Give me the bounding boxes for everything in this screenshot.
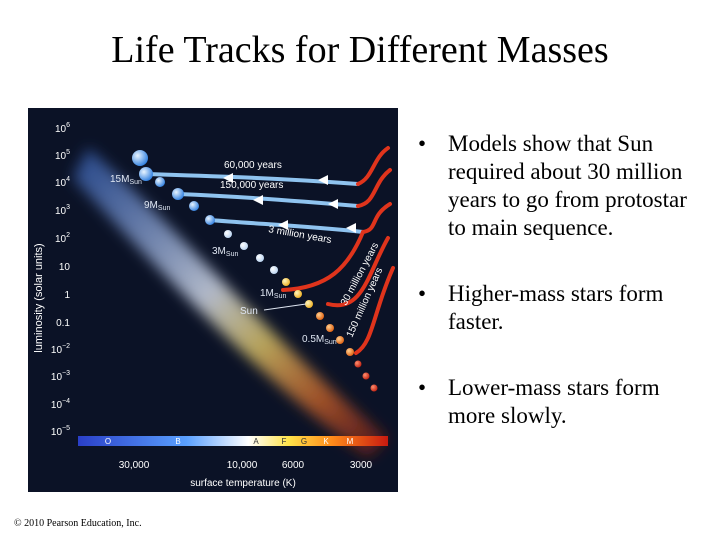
arrow-icon bbox=[318, 175, 328, 185]
star-icon bbox=[256, 254, 264, 262]
mass-label-15msun: 15MSun bbox=[110, 174, 142, 186]
y-tick-label: 1 bbox=[64, 290, 70, 301]
bullet-icon: • bbox=[418, 281, 427, 306]
red-track-1msun bbox=[326, 236, 390, 308]
bullet-text: Higher-mass stars form faster. bbox=[448, 281, 664, 334]
y-tick-label: 0.1 bbox=[56, 318, 70, 329]
bullet-text: Models show that Sun required about 30 m… bbox=[448, 131, 687, 240]
sun-label: Sun bbox=[240, 306, 258, 317]
star-icon bbox=[132, 150, 148, 166]
spectral-class-label: O bbox=[105, 437, 111, 446]
red-track-9msun bbox=[356, 168, 392, 208]
spectral-class-label: K bbox=[323, 437, 329, 446]
y-tick-label: 10−5 bbox=[51, 425, 70, 438]
bullet-icon: • bbox=[418, 375, 427, 400]
bullet-list: • Models show that Sun required about 30 … bbox=[418, 130, 708, 468]
copyright-notice: © 2010 Pearson Education, Inc. bbox=[14, 518, 142, 529]
star-icon bbox=[362, 372, 370, 380]
y-tick-label: 103 bbox=[55, 204, 70, 217]
y-tick-label: 10−3 bbox=[51, 370, 70, 383]
star-icon bbox=[316, 312, 324, 320]
arrow-icon bbox=[223, 173, 233, 183]
star-icon bbox=[224, 230, 232, 238]
red-track-3msun-top bbox=[361, 202, 392, 234]
y-tick-labels: 106 105 104 103 102 10 1 0.1 10−2 10−3 1… bbox=[51, 122, 71, 438]
red-track-3msun bbox=[281, 230, 365, 292]
mass-label-05msun: 0.5MSun bbox=[302, 334, 337, 346]
track-15msun bbox=[144, 172, 360, 186]
x-tick-labels: 30,000 10,000 6000 3000 bbox=[119, 460, 373, 471]
bullet-text: Lower-mass stars form more slowly. bbox=[448, 375, 660, 428]
y-tick-label: 10−4 bbox=[51, 398, 70, 411]
arrow-icon bbox=[278, 220, 288, 230]
track-label-60000-years: 60,000 years bbox=[224, 160, 282, 171]
red-track-05msun bbox=[354, 266, 395, 355]
y-tick-label: 102 bbox=[55, 232, 70, 245]
red-tracks bbox=[281, 146, 395, 355]
star-icon bbox=[370, 384, 378, 392]
star-icon bbox=[326, 324, 334, 332]
bullet-item: • Lower-mass stars form more slowly. bbox=[418, 374, 708, 430]
star-icon bbox=[172, 188, 184, 200]
x-tick-label: 10,000 bbox=[227, 460, 258, 471]
y-tick-label: 104 bbox=[55, 176, 70, 189]
arrow-icon bbox=[253, 195, 263, 205]
star-icon bbox=[346, 348, 354, 356]
spectral-class-labels: O B A F G K M bbox=[105, 437, 354, 446]
mass-label-9msun: 9MSun bbox=[144, 200, 170, 212]
star-icon bbox=[155, 177, 165, 187]
mass-label-1msun: 1MSun bbox=[260, 288, 286, 300]
bullet-item: • Higher-mass stars form faster. bbox=[418, 280, 708, 336]
sun-star-icon bbox=[305, 300, 313, 308]
arrow-icon bbox=[328, 199, 338, 209]
track-arrows bbox=[223, 173, 356, 233]
x-tick-label: 6000 bbox=[282, 460, 305, 471]
star-icon bbox=[189, 201, 199, 211]
star-icon bbox=[354, 360, 362, 368]
star-icon bbox=[240, 242, 248, 250]
spectral-class-label: F bbox=[282, 437, 287, 446]
spectral-class-bar bbox=[78, 436, 388, 446]
star-icon bbox=[336, 336, 344, 344]
y-tick-label: 106 bbox=[55, 122, 70, 135]
bullet-item: • Models show that Sun required about 30 … bbox=[418, 130, 708, 242]
x-tick-label: 3000 bbox=[350, 460, 373, 471]
star-icon bbox=[294, 290, 302, 298]
star-icon bbox=[139, 167, 153, 181]
star-icon bbox=[205, 215, 215, 225]
main-sequence-stars bbox=[132, 150, 378, 392]
spectral-class-label: B bbox=[175, 437, 180, 446]
track-label-150000-years: 150,000 years bbox=[220, 180, 283, 191]
spectral-class-label: M bbox=[347, 437, 354, 446]
y-axis-label: luminosity (solar units) bbox=[33, 243, 45, 352]
y-tick-label: 10 bbox=[59, 262, 71, 273]
slide-title: Life Tracks for Different Masses bbox=[111, 29, 609, 71]
star-icon bbox=[270, 266, 278, 274]
x-axis-label: surface temperature (K) bbox=[190, 478, 296, 489]
y-tick-label: 105 bbox=[55, 149, 70, 162]
bullet-icon: • bbox=[418, 131, 427, 156]
x-tick-label: 30,000 bbox=[119, 460, 150, 471]
arrow-icon bbox=[346, 223, 356, 233]
star-icon bbox=[282, 278, 290, 286]
sun-pointer-line bbox=[263, 303, 307, 311]
hr-diagram: luminosity (solar units) 106 105 104 103… bbox=[28, 108, 398, 492]
mass-label-3msun: 3MSun bbox=[212, 246, 238, 258]
main-sequence-band bbox=[73, 148, 388, 458]
y-tick-label: 10−2 bbox=[51, 343, 70, 356]
red-track-15msun bbox=[356, 146, 390, 186]
spectral-class-label: A bbox=[253, 437, 259, 446]
spectral-class-label: G bbox=[301, 437, 307, 446]
